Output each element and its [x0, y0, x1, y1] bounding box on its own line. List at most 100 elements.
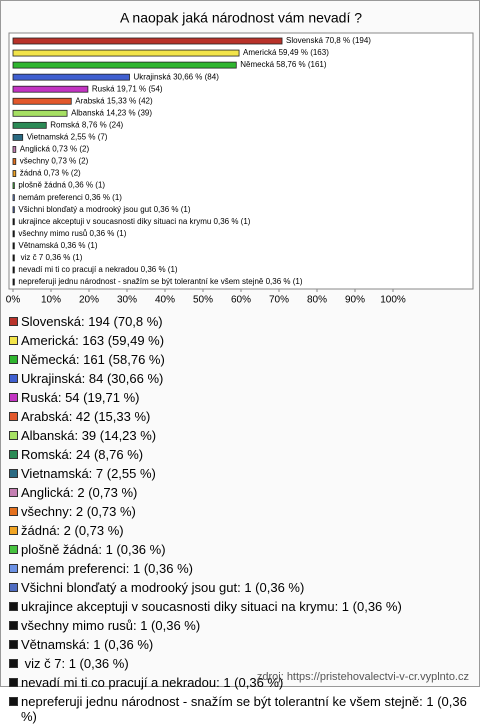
x-tick-label: 30%	[117, 295, 137, 306]
bar-label: všechny mimo rusů 0,36 % (1)	[18, 229, 126, 238]
x-tick-label: 0%	[6, 295, 21, 306]
bar-label: nevadí mi ti co pracují a nekradou 0,36 …	[18, 265, 178, 274]
legend-label: nepreferuji jednu národnost - snažím se …	[21, 694, 471, 724]
legend-label: Americká: 163 (59,49 %)	[21, 333, 165, 348]
legend-swatch	[9, 697, 18, 706]
legend-swatch	[9, 336, 18, 345]
legend-item: všechny mimo rusů: 1 (0,36 %)	[9, 618, 467, 633]
legend-swatch	[9, 659, 18, 668]
bar-label: žádná 0,73 % (2)	[20, 169, 81, 178]
bar-label: Anglická 0,73 % (2)	[20, 145, 90, 154]
chart: A naopak jaká národnost vám nevadí ? 0% 1…	[6, 10, 474, 306]
x-tick-label: 10%	[41, 295, 61, 306]
bar-label: Německá 58,76 % (161)	[240, 60, 327, 69]
bar	[12, 85, 89, 93]
legend-label: viz č 7: 1 (0,36 %)	[21, 656, 129, 671]
x-tick-label: 90%	[345, 295, 365, 306]
bar	[12, 194, 15, 202]
legend-item: Větnamská: 1 (0,36 %)	[9, 637, 467, 652]
legend-item: Albanská: 39 (14,23 %)	[9, 428, 467, 443]
bar	[12, 158, 17, 165]
bar-label: Větnamská 0,36 % (1)	[18, 241, 97, 250]
bar-label: Vietnamská 2,55 % (7)	[27, 133, 108, 142]
legend-item: nepreferuji jednu národnost - snažím se …	[9, 694, 467, 724]
legend-swatch	[9, 412, 18, 421]
legend-label: plošně žádná: 1 (0,36 %)	[21, 542, 166, 557]
legend-label: Vietnamská: 7 (2,55 %)	[21, 466, 156, 481]
legend-item: Arabská: 42 (15,33 %)	[9, 409, 467, 424]
bar	[12, 218, 15, 226]
legend-swatch	[9, 621, 18, 630]
legend-swatch	[9, 545, 18, 554]
bar	[12, 230, 15, 238]
x-tick-label: 80%	[307, 295, 327, 306]
legend-item: viz č 7: 1 (0,36 %)	[9, 656, 467, 671]
bar-label: Ruská 19,71 % (54)	[92, 84, 163, 93]
legend-swatch	[9, 488, 18, 497]
x-tick-label: 70%	[269, 295, 289, 306]
legend-label: Romská: 24 (8,76 %)	[21, 447, 144, 462]
bar	[12, 170, 17, 177]
legend-item: Německá: 161 (58,76 %)	[9, 352, 467, 367]
bar-label: nepreferuji jednu národnost - snažím se …	[18, 277, 302, 286]
source-note: zdroj: https://pristehovalectvi-v-cr.vyp…	[256, 671, 469, 683]
legend-item: žádná: 2 (0,73 %)	[9, 523, 467, 538]
legend-swatch	[9, 583, 18, 592]
legend-label: ukrajince akceptuji v soucasnosti diky s…	[21, 599, 402, 614]
legend-label: všechny: 2 (0,73 %)	[21, 504, 136, 519]
legend-item: Vietnamská: 7 (2,55 %)	[9, 466, 467, 481]
legend-item: Všichni blonďatý a modrooký jsou gut: 1 …	[9, 580, 467, 595]
bar	[12, 266, 15, 274]
legend-swatch	[9, 526, 18, 535]
legend-swatch	[9, 450, 18, 459]
bar-label: Všichni blonďatý a modrooký jsou gut 0,3…	[18, 205, 190, 214]
x-tick-label: 100%	[380, 295, 406, 306]
bar-label: Romská 8,76 % (24)	[50, 120, 123, 129]
bar	[12, 37, 283, 45]
legend-item: Ruská: 54 (19,71 %)	[9, 390, 467, 405]
bar	[12, 97, 72, 105]
bar-label: ukrajince akceptuji v soucasnosti diky s…	[18, 217, 250, 226]
legend-label: všechny mimo rusů: 1 (0,36 %)	[21, 618, 201, 633]
legend-label: žádná: 2 (0,73 %)	[21, 523, 124, 538]
legend-label: Arabská: 42 (15,33 %)	[21, 409, 151, 424]
bar-label: Ukrajinská 30,66 % (84)	[134, 72, 220, 81]
legend-label: nemám preferenci: 1 (0,36 %)	[21, 561, 193, 576]
legend-swatch	[9, 640, 18, 649]
bar	[12, 242, 15, 250]
legend-label: Německá: 161 (58,76 %)	[21, 352, 165, 367]
bar	[12, 206, 15, 214]
legend-swatch	[9, 469, 18, 478]
legend-item: ukrajince akceptuji v soucasnosti diky s…	[9, 599, 467, 614]
x-tick-label: 50%	[193, 295, 213, 306]
legend-label: Albanská: 39 (14,23 %)	[21, 428, 157, 443]
legend-item: Romská: 24 (8,76 %)	[9, 447, 467, 462]
bar-label: všechny 0,73 % (2)	[20, 157, 89, 166]
legend-item: nemám preferenci: 1 (0,36 %)	[9, 561, 467, 576]
legend-swatch	[9, 507, 18, 516]
legend-swatch	[9, 317, 18, 326]
legend-label: Ruská: 54 (19,71 %)	[21, 390, 140, 405]
legend-item: všechny: 2 (0,73 %)	[9, 504, 467, 519]
bar-label: Albanská 14,23 % (39)	[71, 108, 152, 117]
legend-label: Ukrajinská: 84 (30,66 %)	[21, 371, 164, 386]
bar-label: Slovenská 70,8 % (194)	[286, 36, 371, 45]
bar	[12, 61, 237, 69]
legend-item: nevadí mi ti co pracují a nekradou: 1 (0…	[9, 675, 467, 690]
bar	[12, 182, 15, 190]
legend-swatch	[9, 355, 18, 364]
bar	[12, 254, 15, 262]
x-tick-label: 60%	[231, 295, 251, 306]
legend-swatch	[9, 393, 18, 402]
legend-swatch	[9, 431, 18, 440]
legend-item: Americká: 163 (59,49 %)	[9, 333, 467, 348]
legend-item: Ukrajinská: 84 (30,66 %)	[9, 371, 467, 386]
legend-label: Anglická: 2 (0,73 %)	[21, 485, 138, 500]
bar-label: Americká 59,49 % (163)	[243, 48, 329, 57]
bar	[12, 73, 130, 81]
bar-label: Arabská 15,33 % (42)	[75, 96, 153, 105]
legend-item: Slovenská: 194 (70,8 %)	[9, 314, 467, 329]
legend: Slovenská: 194 (70,8 %) Americká: 163 (59…	[9, 314, 467, 728]
x-tick-label: 20%	[79, 295, 99, 306]
